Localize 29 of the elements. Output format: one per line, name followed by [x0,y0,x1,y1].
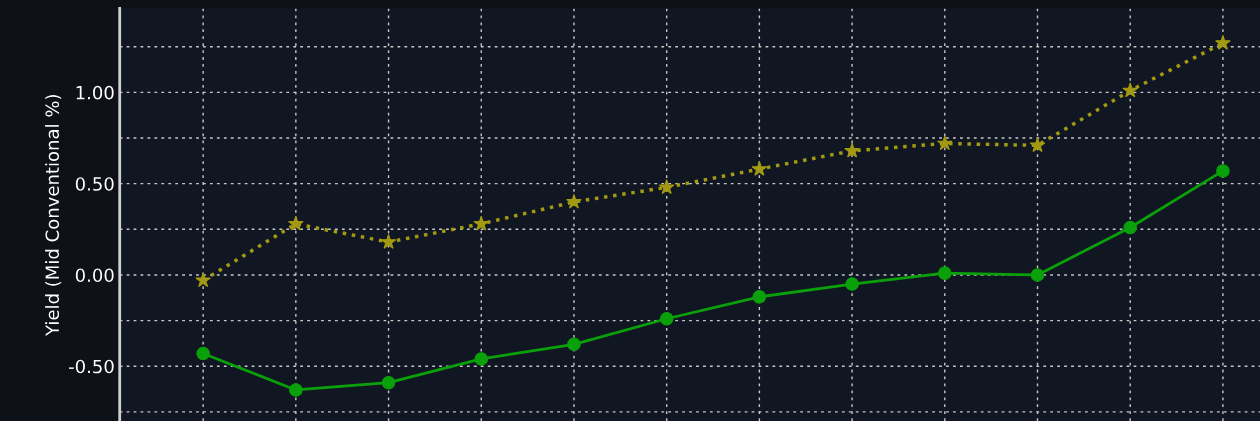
point [937,135,953,151]
point [1123,220,1137,235]
point [566,193,582,209]
point [288,215,304,231]
point [567,337,581,352]
point [659,312,674,326]
point [381,375,396,390]
point [752,290,767,304]
point [1030,268,1045,282]
point [845,277,859,291]
point [195,272,211,288]
point [844,142,860,158]
point [289,383,303,397]
point [474,352,489,366]
y-tick-label: 0.50 [75,177,114,191]
y-tick-label: -0.50 [69,359,114,374]
y-tick-label: 1.00 [76,85,114,100]
point [938,266,952,280]
point [1029,137,1046,153]
point [473,215,490,231]
point [1216,164,1230,178]
y-tick-label: 0.00 [75,268,114,283]
point [658,179,675,195]
point [196,346,210,361]
point [1122,82,1138,98]
y-axis-title: Yield (Mid Conventional %) [45,95,62,336]
point [751,160,768,176]
point [380,233,397,249]
point [1215,34,1231,50]
